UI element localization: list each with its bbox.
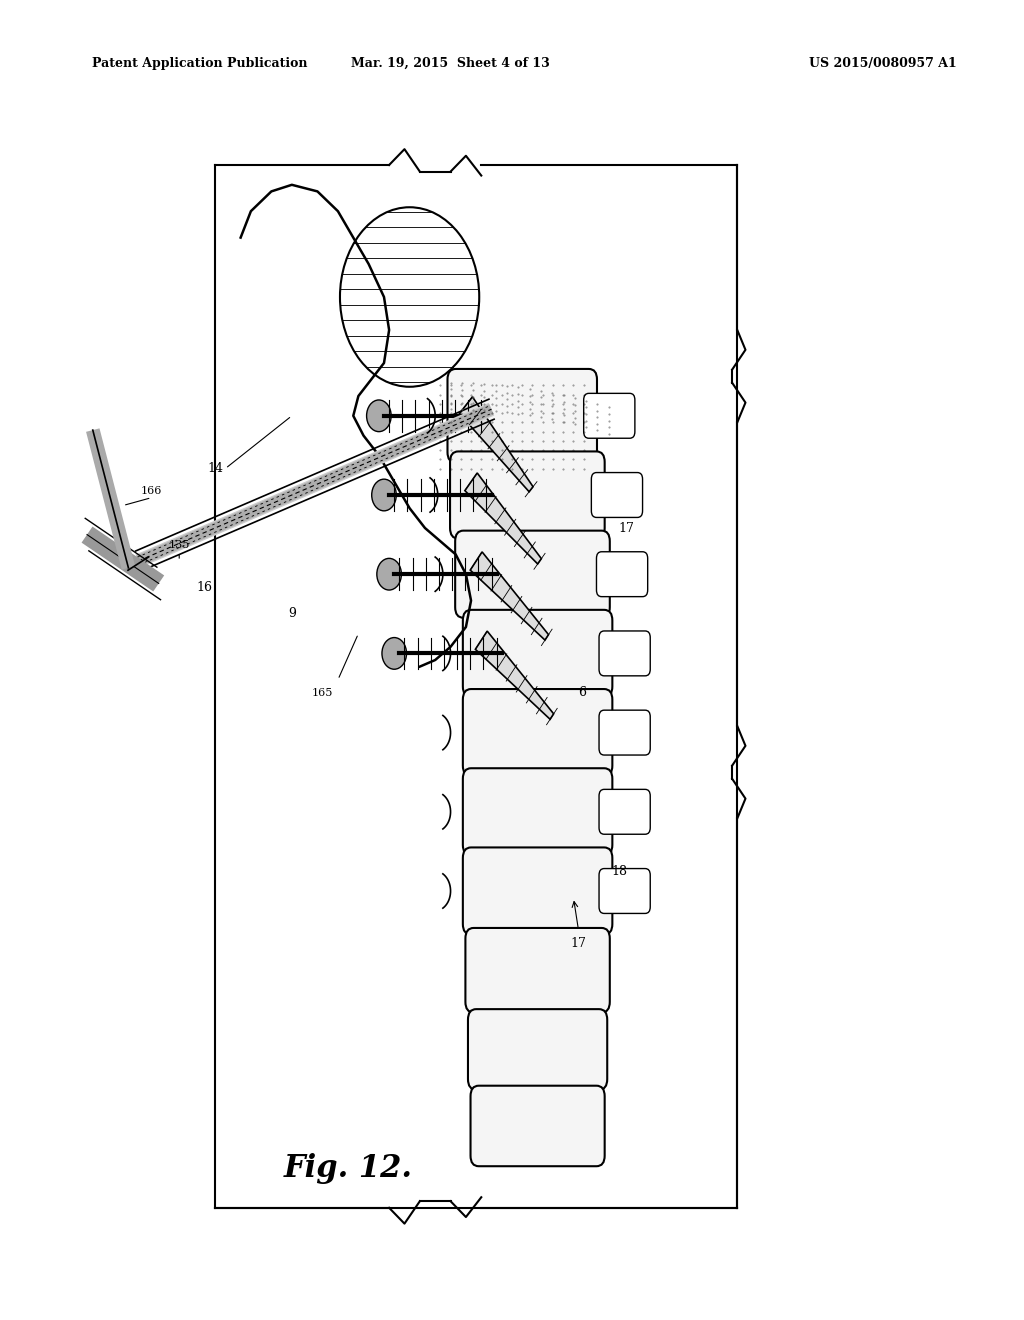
Text: 17: 17 [618,521,635,535]
Text: 9: 9 [288,607,296,620]
Polygon shape [465,473,542,564]
FancyBboxPatch shape [465,928,610,1012]
Text: Patent Application Publication: Patent Application Publication [92,57,307,70]
FancyBboxPatch shape [599,631,650,676]
FancyBboxPatch shape [463,610,612,697]
FancyBboxPatch shape [463,768,612,855]
FancyBboxPatch shape [471,1085,604,1167]
Circle shape [377,558,401,590]
Text: Fig. 12.: Fig. 12. [284,1152,413,1184]
FancyBboxPatch shape [584,393,635,438]
Text: 165: 165 [312,688,333,698]
FancyBboxPatch shape [596,552,648,597]
FancyBboxPatch shape [592,473,643,517]
Polygon shape [470,552,549,640]
Text: 16: 16 [197,581,213,594]
FancyBboxPatch shape [447,368,597,462]
FancyBboxPatch shape [468,1010,607,1090]
FancyBboxPatch shape [463,847,612,935]
FancyBboxPatch shape [451,451,604,539]
FancyBboxPatch shape [599,869,650,913]
FancyBboxPatch shape [599,710,650,755]
Polygon shape [460,397,534,492]
Circle shape [367,400,391,432]
Text: 18: 18 [611,865,628,878]
Text: Mar. 19, 2015  Sheet 4 of 13: Mar. 19, 2015 Sheet 4 of 13 [351,57,550,70]
Circle shape [372,479,396,511]
FancyBboxPatch shape [463,689,612,776]
Text: US 2015/0080957 A1: US 2015/0080957 A1 [809,57,956,70]
Text: 14: 14 [207,462,223,475]
Polygon shape [475,631,554,719]
Text: 17: 17 [570,937,587,950]
Text: 135: 135 [169,540,189,550]
Text: 166: 166 [141,486,162,496]
Circle shape [382,638,407,669]
FancyBboxPatch shape [455,531,610,618]
Text: 6: 6 [578,686,586,700]
FancyBboxPatch shape [599,789,650,834]
